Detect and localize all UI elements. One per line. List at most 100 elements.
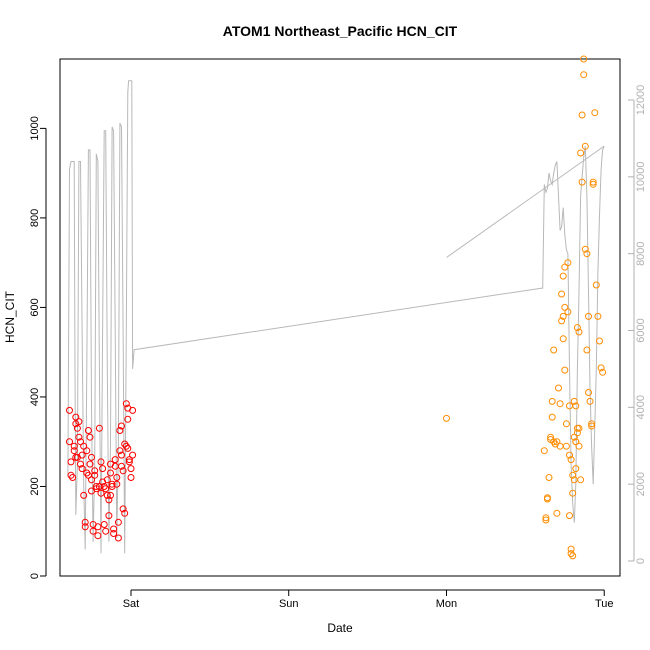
data-point [548, 397, 556, 405]
data-point [114, 518, 122, 526]
data-point [75, 433, 83, 441]
data-point [80, 491, 88, 499]
y2-tick-label: 4000 [635, 395, 647, 419]
data-point [69, 474, 77, 481]
data-point [569, 489, 577, 497]
data-point [122, 400, 130, 408]
plot-frame [59, 58, 621, 577]
data-point [88, 476, 95, 484]
altitude-trend-line [446, 145, 605, 258]
data-point [566, 451, 573, 459]
data-point [591, 109, 599, 117]
y-tick-label: 400 [29, 388, 41, 406]
data-point [95, 424, 103, 432]
data-point [567, 456, 575, 464]
data-point [545, 474, 553, 481]
y2-tick-label: 12000 [635, 85, 647, 116]
data-point [97, 489, 105, 497]
data-point [542, 514, 550, 522]
data-point [113, 474, 121, 481]
data-point [564, 259, 572, 267]
y-tick-label: 1000 [29, 116, 41, 140]
data-point [562, 442, 570, 450]
data-point [103, 491, 111, 499]
data-point [583, 346, 591, 354]
data-point [129, 406, 137, 414]
y2-tick-label: 6000 [635, 318, 647, 342]
data-point [102, 527, 110, 535]
data-point [95, 483, 103, 490]
data-point [572, 438, 580, 446]
data-point [116, 427, 124, 434]
data-point [543, 495, 551, 503]
data-point [67, 458, 75, 466]
data-point [589, 180, 597, 188]
y-axis-label: HCN_CIT [3, 290, 17, 343]
data-point [589, 178, 597, 186]
data-point [119, 505, 127, 513]
points-layer [66, 55, 607, 560]
data-point [575, 442, 583, 450]
x-tick-label: Sat [123, 598, 140, 610]
data-point [596, 337, 603, 345]
data-point [81, 518, 89, 526]
data-point [75, 418, 83, 426]
data-point [559, 272, 567, 280]
data-point [107, 469, 114, 477]
y2-tick-label: 0 [635, 558, 647, 564]
data-point [585, 389, 592, 396]
data-point [70, 442, 78, 450]
data-point [105, 496, 113, 504]
data-point [573, 324, 581, 332]
data-point [108, 480, 116, 488]
data-point [91, 471, 99, 479]
x-tick-label: Sun [279, 598, 299, 610]
data-point [127, 465, 135, 473]
data-point [83, 447, 91, 455]
data-point [592, 281, 600, 289]
data-point [77, 438, 84, 446]
data-point [102, 485, 110, 493]
data-point [553, 438, 561, 446]
data-point [597, 364, 605, 372]
data-point [67, 471, 75, 479]
altitude-layer [67, 80, 605, 554]
data-point [578, 111, 586, 119]
data-point [88, 453, 95, 461]
data-point [121, 509, 129, 517]
data-point [570, 397, 578, 405]
y-tick-label: 0 [29, 573, 41, 579]
data-point [110, 530, 118, 537]
data-point [94, 532, 102, 540]
data-point [569, 552, 577, 560]
data-point [570, 476, 578, 484]
data-point [577, 149, 585, 157]
data-point [566, 512, 573, 520]
altitude-series-line [67, 80, 605, 554]
data-point [540, 447, 548, 455]
data-point [567, 545, 575, 553]
data-point [583, 250, 591, 258]
data-point [124, 444, 132, 452]
data-point [580, 71, 588, 79]
data-point [556, 400, 564, 408]
chart-title: ATOM1 Northeast_Pacific HCN_CIT [223, 23, 458, 39]
data-point [558, 290, 566, 298]
data-point [66, 438, 73, 446]
data-point [119, 467, 127, 475]
data-point [92, 483, 100, 490]
data-point [99, 465, 107, 473]
y2-axis: 0 2000 4000 6000 8000 10000 12000 [628, 85, 647, 564]
data-point [559, 335, 567, 343]
data-point [73, 424, 81, 432]
data-point [594, 312, 602, 320]
y2-tick-label: 10000 [635, 162, 647, 193]
data-point [125, 458, 133, 466]
data-point [81, 523, 89, 531]
data-point [118, 451, 125, 459]
data-point [580, 55, 588, 63]
data-point [569, 471, 577, 479]
data-point [118, 422, 125, 430]
x-axis: Sat Sun Mon Tue [123, 589, 613, 610]
